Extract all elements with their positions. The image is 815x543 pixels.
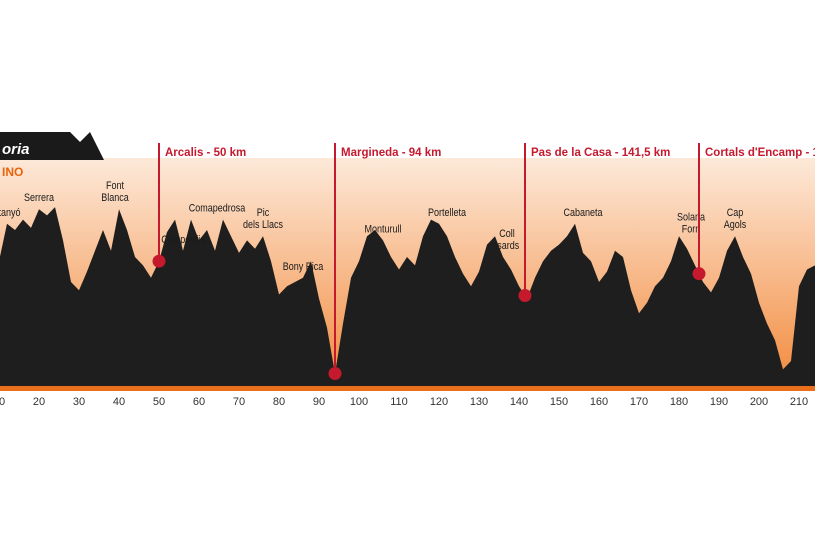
x-tick-label-130: 130 <box>470 396 488 408</box>
elevation-profile-area <box>0 207 815 386</box>
aid-station-1: Margineda - 94 km <box>328 143 441 381</box>
peak-label-5: Pic dels Llacs <box>243 207 283 231</box>
x-tick-label-170: 170 <box>630 396 648 408</box>
aid-station-0: Arcalis - 50 km <box>152 143 246 268</box>
peak-label-3: Cataperdis <box>161 234 205 246</box>
peak-name: Portelleta <box>428 207 466 219</box>
x-tick-label-40: 40 <box>113 396 125 408</box>
station-label: Margineda - 94 km <box>341 147 441 159</box>
station-marker-dot <box>152 254 166 268</box>
station-marker-dot <box>518 289 532 303</box>
x-tick-label-120: 120 <box>430 396 448 408</box>
peak-label-1: Serrera <box>24 192 54 204</box>
peak-name: Bony Pica <box>283 261 324 273</box>
station-label: Pas de la Casa - 141,5 km <box>531 147 670 159</box>
peak-label-7: Monturull <box>364 224 401 236</box>
peak-name: Comapedrosa <box>189 203 246 215</box>
peak-name: Cabaneta <box>563 207 602 219</box>
x-tick-label-90: 90 <box>313 396 325 408</box>
x-tick-label-160: 160 <box>590 396 608 408</box>
x-tick-label-210: 210 <box>790 396 808 408</box>
header-tab: oria INO <box>0 132 104 179</box>
aid-station-2: Pas de la Casa - 141,5 km <box>518 143 670 303</box>
peak-label-12: Cap Agols <box>724 207 747 231</box>
header-mountain-tab <box>0 132 104 160</box>
peak-name: Coll Isards <box>495 228 520 252</box>
x-tick-label-110: 110 <box>390 396 408 408</box>
station-label: Cortals d'Encamp - 185 <box>705 147 815 159</box>
x-axis-ticks: 10 20 30 40 50 60 70 80 90 100 110 120 130 140 150 160 1… <box>0 396 808 408</box>
x-tick-label-50: 50 <box>153 396 165 408</box>
x-tick-label-10: 10 <box>0 396 5 408</box>
x-tick-label-200: 200 <box>750 396 768 408</box>
peak-label-2: Font Blanca <box>101 180 129 204</box>
peak-name: Cap Agols <box>724 207 747 231</box>
x-tick-label-100: 100 <box>350 396 368 408</box>
peak-name: Font Blanca <box>101 180 129 204</box>
peak-label-0: ntanyó <box>0 207 21 219</box>
x-tick-label-140: 140 <box>510 396 528 408</box>
x-tick-label-30: 30 <box>73 396 85 408</box>
x-tick-label-20: 20 <box>33 396 45 408</box>
x-tick-label-150: 150 <box>550 396 568 408</box>
x-tick-label-60: 60 <box>193 396 205 408</box>
peak-label-9: Coll Isards <box>495 228 520 252</box>
peak-name: ntanyó <box>0 207 21 219</box>
peak-label-10: Cabaneta <box>563 207 602 219</box>
peak-label-6: Bony Pica <box>283 261 324 273</box>
x-tick-label-80: 80 <box>273 396 285 408</box>
peak-name: Cataperdis <box>161 234 205 246</box>
x-tick-label-70: 70 <box>233 396 245 408</box>
distance-axis-bar <box>0 386 815 391</box>
x-tick-label-190: 190 <box>710 396 728 408</box>
station-marker-dot <box>328 367 342 381</box>
header-subtitle: INO <box>2 165 23 179</box>
aid-station-3: Cortals d'Encamp - 185 <box>692 143 815 281</box>
peak-name: Serrera <box>24 192 54 204</box>
aid-stations: Arcalis - 50 km Margineda - 94 km Pas de l… <box>152 143 815 381</box>
peak-name: Pic dels Llacs <box>243 207 283 231</box>
header-title: oria <box>2 141 30 158</box>
peak-name: Monturull <box>364 224 401 236</box>
station-label: Arcalis - 50 km <box>165 147 246 159</box>
peak-label-4: Comapedrosa <box>189 203 246 215</box>
peak-label-8: Portelleta <box>428 207 466 219</box>
station-marker-dot <box>692 267 706 281</box>
x-tick-label-180: 180 <box>670 396 688 408</box>
